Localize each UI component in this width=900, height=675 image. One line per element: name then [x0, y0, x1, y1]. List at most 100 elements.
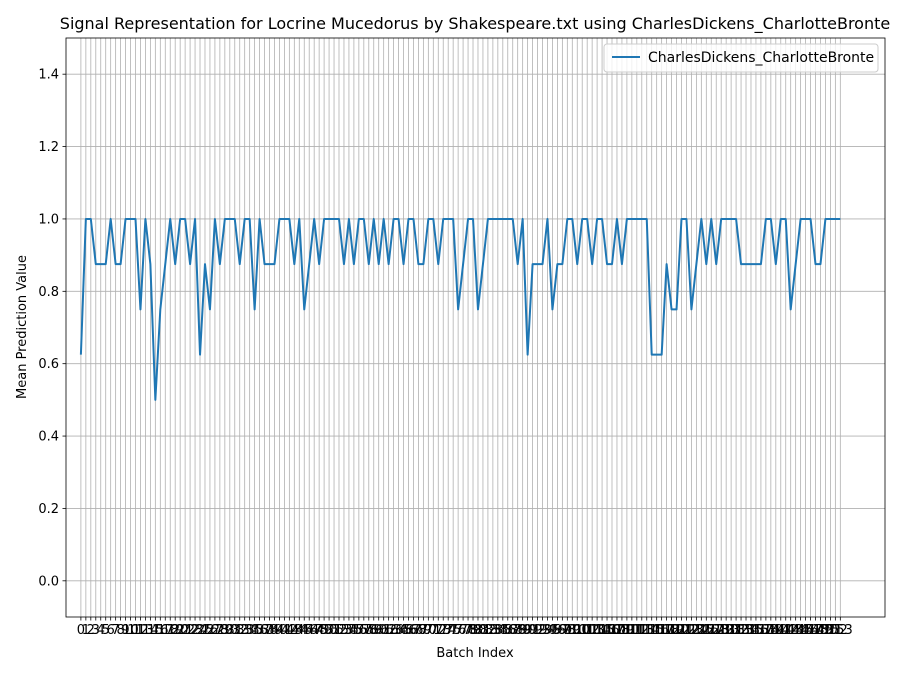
x-tick-label: 10: [122, 623, 139, 638]
x-tick-label: 86: [499, 623, 516, 638]
x-tick-label: 47: [306, 623, 323, 638]
x-tick-label: 98: [559, 623, 576, 638]
x-tick-label: 75: [445, 623, 462, 638]
x-tick-label: 139: [758, 623, 783, 638]
x-tick-label: 153: [828, 623, 853, 638]
y-tick-label: 0.2: [38, 502, 59, 517]
x-tick-label: 59: [365, 623, 382, 638]
x-tick-label: 20: [172, 623, 189, 638]
x-axis-label: Batch Index: [436, 646, 514, 661]
legend: CharlesDickens_CharlotteBronte: [603, 43, 879, 73]
x-tick-label: 104: [585, 623, 610, 638]
x-tick-label: 79: [465, 623, 482, 638]
x-tick-label: 123: [679, 623, 704, 638]
x-tick-label: 120: [664, 623, 689, 638]
x-tick-label: 92: [529, 623, 546, 638]
x-tick-label: 84: [490, 623, 507, 638]
x-tick-label: 76: [450, 623, 467, 638]
x-tick-label: 40: [271, 623, 288, 638]
x-tick-label: 136: [744, 623, 769, 638]
x-tick-label: 106: [595, 623, 620, 638]
x-tick-label: 8: [116, 623, 124, 638]
x-tick-label: 62: [380, 623, 397, 638]
x-tick-label: 73: [435, 623, 452, 638]
x-tick-label: 30: [222, 623, 239, 638]
x-tick-label: 149: [808, 623, 833, 638]
x-tick-label: 26: [202, 623, 219, 638]
x-tick-label: 69: [415, 623, 432, 638]
x-tick-label: 39: [266, 623, 283, 638]
x-tick-label: 55: [346, 623, 363, 638]
x-tick-label: 137: [748, 623, 773, 638]
x-tick-label: 130: [714, 623, 739, 638]
x-tick-label: 117: [649, 623, 674, 638]
x-axis-ticks: 0123456789101112131415161718192021222324…: [77, 617, 853, 638]
x-tick-label: 52: [331, 623, 348, 638]
x-tick-label: 34: [241, 623, 258, 638]
x-tick-label: 7: [111, 623, 119, 638]
x-tick-label: 150: [813, 623, 838, 638]
x-tick-label: 138: [753, 623, 778, 638]
x-tick-label: 48: [311, 623, 328, 638]
x-tick-label: 101: [570, 623, 595, 638]
x-tick-label: 87: [504, 623, 521, 638]
x-tick-label: 113: [629, 623, 654, 638]
x-tick-label: 54: [341, 623, 358, 638]
x-tick-label: 50: [321, 623, 338, 638]
x-tick-label: 67: [405, 623, 422, 638]
x-tick-label: 28: [212, 623, 229, 638]
x-tick-label: 110: [614, 623, 639, 638]
x-tick-label: 74: [440, 623, 457, 638]
x-tick-label: 145: [788, 623, 813, 638]
x-tick-label: 96: [549, 623, 566, 638]
x-tick-label: 31: [226, 623, 243, 638]
x-tick-label: 99: [564, 623, 581, 638]
x-tick-label: 57: [356, 623, 373, 638]
y-tick-label: 0.8: [38, 285, 59, 300]
x-tick-label: 53: [336, 623, 353, 638]
x-tick-label: 148: [803, 623, 828, 638]
y-tick-label: 0.4: [38, 430, 59, 445]
y-tick-label: 1.0: [38, 212, 59, 227]
x-tick-label: 91: [524, 623, 541, 638]
x-tick-label: 18: [162, 623, 179, 638]
x-tick-label: 127: [699, 623, 724, 638]
x-tick-label: 46: [301, 623, 318, 638]
x-tick-label: 121: [669, 623, 694, 638]
x-tick-label: 93: [534, 623, 551, 638]
x-tick-label: 14: [142, 623, 159, 638]
x-tick-label: 102: [575, 623, 600, 638]
x-tick-label: 90: [519, 623, 536, 638]
x-tick-label: 11: [127, 623, 144, 638]
x-tick-label: 141: [768, 623, 793, 638]
x-tick-label: 12: [132, 623, 149, 638]
x-tick-label: 83: [485, 623, 502, 638]
x-tick-label: 15: [147, 623, 164, 638]
x-tick-label: 72: [430, 623, 447, 638]
y-axis-ticks: 0.0 0.2 0.4 0.6 0.8 1.0 1.2 1.4: [38, 68, 66, 589]
x-tick-label: 65: [395, 623, 412, 638]
x-tick-label: 111: [619, 623, 644, 638]
x-tick-label: 66: [400, 623, 417, 638]
x-tick-label: 60: [370, 623, 387, 638]
x-tick-label: 27: [207, 623, 224, 638]
x-tick-label: 143: [778, 623, 803, 638]
x-tick-label: 118: [654, 623, 679, 638]
x-tick-label: 42: [281, 623, 298, 638]
x-tick-label: 21: [177, 623, 194, 638]
x-tick-label: 81: [475, 623, 492, 638]
x-tick-label: 37: [256, 623, 273, 638]
x-tick-label: 41: [276, 623, 293, 638]
x-tick-label: 85: [495, 623, 512, 638]
x-tick-label: 142: [773, 623, 798, 638]
x-tick-label: 97: [554, 623, 571, 638]
chart-title: Signal Representation for Locrine Mucedo…: [60, 14, 890, 34]
x-tick-label: 5: [102, 623, 110, 638]
x-tick-label: 35: [246, 623, 263, 638]
x-tick-label: 1: [82, 623, 90, 638]
x-tick-label: 112: [624, 623, 649, 638]
x-tick-label: 58: [361, 623, 378, 638]
x-tick-label: 29: [217, 623, 234, 638]
plot-frame: [65, 37, 886, 618]
